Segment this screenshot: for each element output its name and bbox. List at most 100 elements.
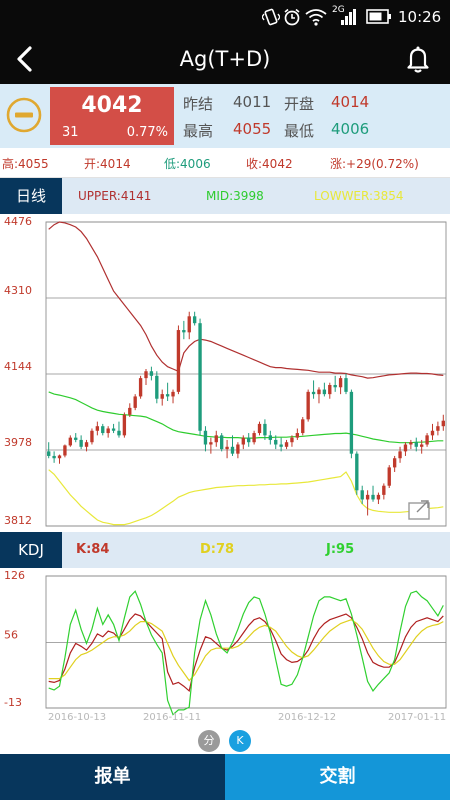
candle [306,389,310,422]
candle [198,318,202,436]
candle [284,439,289,450]
footer-actions: 报单 交割 [0,754,450,800]
y-tick-label: 3812 [4,514,32,527]
kdj-chart[interactable]: 126 56 -13 2016-10-13 2016-11-11 2016-12-12 20… [0,568,450,724]
kdj-y-tick-label: 126 [4,569,25,582]
candlestick-chart[interactable]: 4476 4310 4144 3978 3812 [0,214,450,530]
price-change: 31 [62,125,79,140]
kdj-indicator-bar: KDJ K:84 D:78 J:95 [0,532,450,568]
candle [311,380,316,399]
deliver-button[interactable]: 交割 [225,754,450,800]
boll-upper-line [48,221,444,379]
ohlc-summary: 高:4055 开:4014 低:4006 收:4042 涨:+29(0.72%) [0,148,450,178]
candle [138,375,143,399]
clock: 10:26 [398,8,442,26]
candle [63,444,67,458]
period-tab-daily[interactable]: 日线 [0,178,62,214]
y-tick-label: 4144 [4,360,32,373]
candle [192,311,197,326]
candle [338,375,343,395]
indicator-tab-kdj[interactable]: KDJ [0,532,62,568]
candle [290,435,294,447]
candle [409,439,413,450]
candle [420,439,424,454]
candle [274,435,278,450]
low-value: 4006 [331,120,370,138]
order-button[interactable]: 报单 [0,754,225,800]
candle [187,311,191,340]
high-value: 4055 [233,120,272,138]
candle [252,430,256,445]
candle [392,455,397,472]
candle [230,435,235,456]
candle [155,371,159,404]
candle [74,433,78,443]
y-tick-label: 4310 [4,284,32,297]
x-tick-label: 2017-01-11 [388,712,446,723]
candle [241,435,245,450]
boll-mid: MID:3998 [206,189,264,203]
x-tick-label: 2016-11-11 [143,712,201,723]
kdj-d-value: D:78 [200,542,235,557]
candle [171,389,175,404]
candle [128,403,132,418]
candle [279,437,283,452]
candle [247,433,251,447]
kdj-y-tick-label: -13 [4,696,22,709]
price-box: 4042 31 0.77% [50,87,174,145]
candle [295,428,300,440]
candle [387,465,391,488]
candle [144,368,148,385]
quote-panel: 4042 31 0.77% 昨结 4011 开盘 4014 最高 4055 最低… [0,84,450,148]
candle [441,414,445,431]
toggle-minute-chart[interactable]: 分 [198,730,220,752]
x-tick-label: 2016-10-13 [48,712,106,723]
candle [220,433,224,452]
signal-icon [341,9,356,25]
wifi-icon [305,9,327,26]
back-icon[interactable] [10,44,40,74]
candle [365,490,370,516]
candle [68,435,72,447]
kdj-j-line [48,590,444,716]
candle [263,419,267,440]
candle [376,492,381,505]
y-tick-label: 4476 [4,215,32,228]
summary-open: 开:4014 [84,157,131,171]
x-tick-label: 2016-12-12 [278,712,336,723]
candle [47,442,51,459]
remove-favorite-icon[interactable] [6,97,42,133]
bell-icon[interactable] [403,44,433,74]
page-title: Ag(T+D) [179,47,271,71]
price-change-pct: 0.77% [126,125,168,140]
prev-close-label: 昨结 [183,95,214,113]
kdj-k-line [48,613,444,693]
nav-bar: Ag(T+D) [0,34,450,84]
candle [317,387,321,404]
candle [301,417,305,436]
vibrate-icon [262,8,280,26]
candle [182,320,186,340]
candle [371,485,375,502]
boll-upper: UPPER:4141 [78,189,152,203]
kdj-k-value: K:84 [76,542,110,557]
candle [106,426,110,438]
toggle-kline-chart[interactable]: K [229,730,251,752]
candle [57,454,62,464]
high-label: 最高 [183,122,214,140]
fullscreen-icon[interactable] [408,500,430,520]
y-tick-label: 3978 [4,436,32,449]
open-value: 4014 [331,93,370,111]
boll-mid-line [48,391,444,444]
candle [322,382,327,397]
last-price: 4042 [81,93,143,118]
candle [79,435,83,450]
candle [333,375,337,392]
candle [90,428,94,445]
candle [425,433,429,447]
prev-close-value: 4011 [233,93,272,111]
kdj-d-line [48,619,444,682]
candle [133,394,137,411]
candle [117,421,121,438]
candle [414,437,418,452]
